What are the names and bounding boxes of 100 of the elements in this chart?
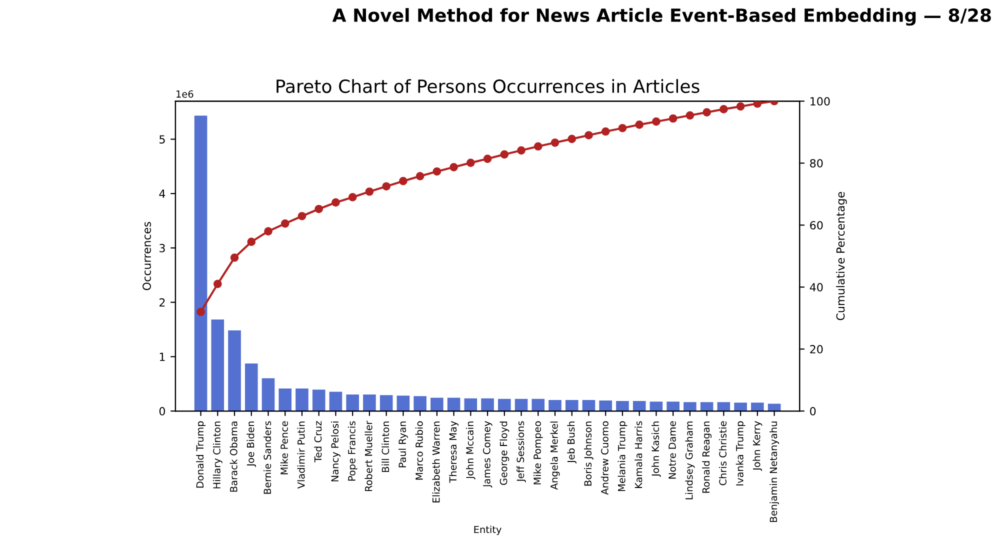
point — [348, 193, 357, 202]
y-tick-label: 5 — [160, 135, 165, 144]
bar — [412, 395, 428, 412]
x-tick-label: Marco Rubio — [415, 421, 423, 480]
y2-tick-label: 80 — [810, 159, 823, 168]
x-axis-title: Entity — [474, 526, 502, 536]
bar — [649, 400, 664, 412]
point — [466, 158, 475, 167]
point — [720, 105, 728, 114]
y-tick-label: 1 — [160, 352, 165, 361]
point — [550, 138, 560, 147]
bar — [379, 394, 394, 412]
x-tick-label: Pope Francis — [348, 421, 358, 481]
x-tick-label: Mike Pence — [280, 421, 288, 474]
bar — [278, 388, 292, 412]
y2-tick-label: 20 — [810, 345, 823, 354]
point — [568, 134, 576, 144]
point — [584, 131, 593, 140]
point — [450, 162, 458, 172]
x-tick-label: Notre Dame — [668, 421, 676, 479]
x-tick-label: Theresa May — [449, 421, 458, 483]
x-tick-label: Paul Ryan — [398, 422, 408, 468]
bar — [564, 399, 579, 412]
bar — [615, 400, 630, 412]
bar — [227, 330, 242, 412]
bar — [733, 402, 748, 412]
point — [280, 219, 290, 228]
point — [702, 108, 711, 116]
point — [213, 280, 222, 288]
point — [382, 182, 390, 191]
bar — [700, 401, 714, 412]
point — [314, 204, 324, 214]
x-tick-label: Lindsey Graham — [685, 422, 695, 500]
x-tick-label: George Floyd — [500, 422, 510, 485]
y-axis-title: Occurrences — [142, 222, 151, 290]
bar — [244, 362, 258, 412]
y2-tick-label: 40 — [810, 283, 823, 292]
point — [534, 142, 542, 151]
point — [500, 150, 509, 159]
x-tick-label: Ted Cruz — [314, 421, 322, 462]
x-tick-label: Boris Johnson — [584, 422, 594, 486]
point — [601, 127, 610, 136]
point — [247, 238, 256, 246]
point — [483, 154, 492, 163]
bar — [261, 378, 276, 412]
bar — [531, 398, 546, 412]
bar — [464, 398, 478, 412]
point — [196, 308, 205, 316]
x-tick-label: Nancy Pelosi — [331, 422, 340, 482]
point — [399, 176, 408, 186]
point — [668, 114, 678, 123]
point — [652, 117, 660, 126]
y2-axis-title: Cumulative Percentage — [836, 192, 847, 320]
y-tick-label: 0 — [159, 407, 166, 416]
bar — [497, 398, 512, 412]
point — [736, 102, 745, 111]
bar — [312, 388, 326, 412]
x-tick-label: Ronald Reagan — [702, 422, 712, 493]
text: A Novel Method for News Article Event-Based Embedding — 8/28 — [332, 8, 991, 26]
bar — [514, 398, 528, 412]
x-tick-label: Benjamin Netanyahu — [770, 422, 779, 522]
x-tick-label: Melania Trump — [618, 421, 628, 492]
point — [517, 146, 526, 155]
x-tick-label: Angela Merkel — [550, 422, 560, 490]
x-tick-label: Jeff Sessions — [516, 421, 526, 482]
x-tick-label: Vladimir Putin — [297, 422, 305, 489]
x-tick-label: John Mccain — [466, 422, 476, 480]
bar — [396, 394, 410, 412]
point — [432, 167, 442, 176]
bar — [294, 388, 310, 412]
x-tick-label: Chris Christie — [718, 421, 727, 486]
bar — [430, 397, 444, 412]
x-tick-label: Bernie Sanders — [264, 421, 272, 494]
bar — [345, 394, 360, 412]
point — [298, 212, 306, 220]
x-tick-label: Joe Biden — [246, 422, 256, 467]
point — [416, 172, 424, 180]
x-tick-label: Donald Trump — [196, 421, 206, 488]
bar — [210, 318, 225, 412]
bar — [194, 114, 208, 412]
x-tick-label: Robert Mueller — [364, 420, 372, 492]
point — [365, 187, 374, 196]
x-tick-label: Barack Obama — [230, 422, 238, 492]
bar — [767, 403, 782, 412]
y2-tick-label: 100 — [810, 97, 830, 106]
x-tick-label: Hillary Clinton — [212, 422, 222, 488]
x-tick-label: John Kasich — [652, 422, 661, 477]
x-tick-label: Kamala Harris — [634, 421, 642, 488]
bar — [682, 401, 698, 412]
x-tick-label: Andrew Cuomo — [600, 421, 608, 495]
bar — [446, 397, 461, 412]
bar — [362, 394, 377, 412]
point — [230, 253, 239, 262]
point — [618, 124, 627, 132]
chart-title: Pareto Chart of Persons Occurrences in Articles — [276, 79, 700, 94]
x-tick-label: Elizabeth Warren — [432, 422, 440, 502]
bar — [328, 391, 343, 412]
point — [264, 227, 272, 236]
point — [686, 111, 694, 120]
point — [753, 101, 762, 108]
